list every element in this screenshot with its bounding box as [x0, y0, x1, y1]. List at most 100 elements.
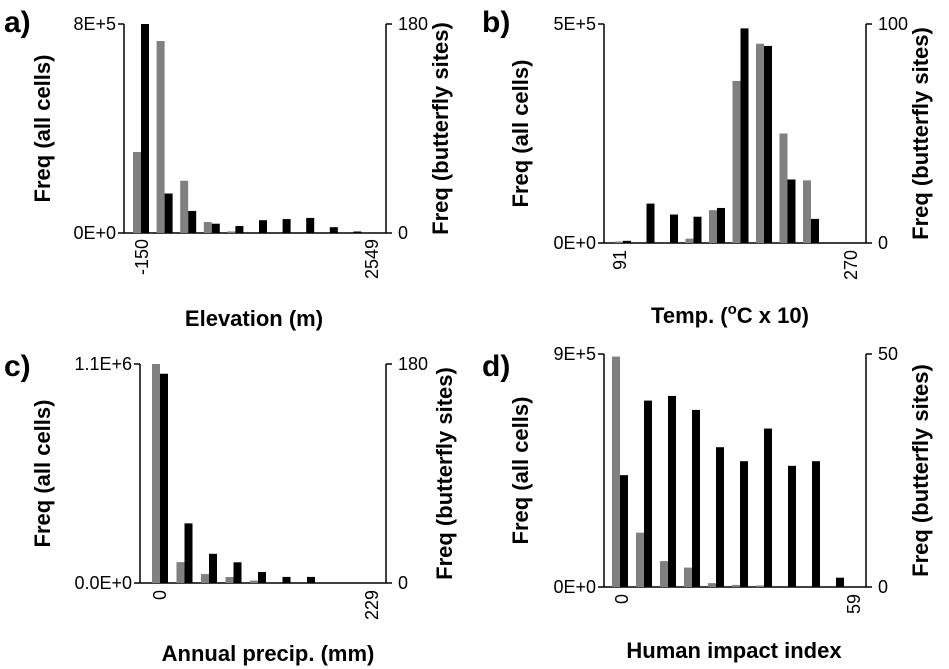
y2-tick-label-zero: 0	[398, 223, 408, 243]
all-cells-bar-4	[225, 577, 234, 583]
x-axis-title-superscript: o	[728, 301, 737, 318]
x-axis-title: Annual precip. (mm)	[162, 641, 375, 666]
butterfly-sites-bar-4	[233, 562, 242, 583]
all-cells-bar-6	[732, 80, 741, 243]
x-tick-label-first: 0	[612, 594, 632, 604]
all-cells-bar-5	[250, 580, 258, 583]
butterfly-sites-bar-7	[764, 45, 772, 244]
all-cells-bar-2	[636, 532, 644, 587]
butterfly-sites-bar-6	[259, 220, 267, 233]
butterfly-sites-bar-9	[329, 227, 338, 233]
panel-a: a) 8E+5 0E+0 180 0 -150 2549 Freq (all cells) Fr…	[4, 6, 453, 331]
y-axis-title: Freq (all cells)	[508, 60, 533, 208]
all-cells-bar-4	[203, 222, 212, 233]
panel-letter: a)	[4, 6, 31, 39]
butterfly-sites-bar-2	[164, 193, 173, 233]
y2-tick-label-zero: 0	[878, 577, 888, 597]
butterfly-sites-bar-3	[670, 214, 678, 243]
butterfly-sites-bar-6	[740, 461, 748, 587]
y-axis-title: Freq (all cells)	[30, 55, 55, 203]
all-cells-bar-3	[660, 561, 668, 587]
butterfly-sites-bar-5	[717, 207, 725, 243]
y-tick-label-max: 8E+5	[73, 14, 116, 34]
y2-tick-label-max: 180	[398, 14, 428, 34]
butterfly-sites-bar-9	[811, 218, 819, 243]
all-cells-bar-7	[756, 585, 764, 587]
butterfly-sites-bar-8	[306, 217, 315, 233]
butterfly-sites-bar-10	[836, 577, 844, 587]
x-tick-label-first: -150	[132, 239, 152, 275]
x-axis-title: Elevation (m)	[185, 306, 323, 331]
butterfly-sites-bar-1	[160, 373, 168, 583]
y2-tick-label-max: 50	[878, 344, 898, 364]
y-axis-title: Freq (all cells)	[508, 397, 533, 545]
y-axis-title: Freq (all cells)	[30, 400, 55, 548]
y2-tick-label-max: 180	[398, 354, 428, 374]
x-tick-label-first: 0	[150, 590, 170, 600]
panel-letter: b)	[482, 6, 510, 39]
all-cells-bar-5	[709, 210, 717, 243]
butterfly-sites-bar-1	[620, 475, 628, 587]
panel-b: b) 5E+5 0E+0 100 0 91 270 Freq (all cells) Freq …	[482, 6, 933, 328]
butterfly-sites-bar-4	[692, 409, 700, 587]
all-cells-bar-1	[612, 356, 620, 587]
all-cells-bar-8	[779, 133, 788, 243]
butterfly-sites-bar-2	[644, 400, 652, 587]
x-axis-title-rest: C x 10)	[737, 303, 809, 328]
butterfly-sites-bar-7	[764, 428, 772, 587]
panel-letter: d)	[482, 350, 510, 383]
y2-tick-label-zero: 0	[878, 233, 888, 253]
butterfly-sites-bar-4	[211, 223, 220, 233]
all-cells-bar-1	[615, 241, 623, 243]
butterfly-sites-bar-8	[788, 465, 796, 587]
butterfly-sites-bar-8	[787, 179, 796, 243]
butterfly-sites-bar-5	[258, 572, 266, 583]
butterfly-sites-bar-4	[693, 216, 702, 243]
all-cells-bar-6	[732, 584, 740, 587]
all-cells-bar-2	[176, 562, 185, 583]
butterfly-sites-bar-3	[188, 210, 197, 233]
butterfly-sites-bar-5	[716, 447, 724, 587]
y2-tick-label-zero: 0	[398, 573, 408, 593]
all-cells-bar-7	[756, 43, 764, 244]
butterfly-sites-bar-3	[668, 395, 676, 587]
butterfly-sites-bar-2	[184, 523, 193, 583]
all-cells-bar-1	[152, 364, 160, 583]
y-tick-label-max: 5E+5	[553, 14, 596, 34]
x-axis-title: Human impact index	[626, 638, 842, 663]
all-cells-bar-3	[180, 180, 189, 233]
butterfly-sites-bar-3	[209, 553, 217, 583]
x-tick-label-last: 2549	[362, 239, 382, 279]
butterfly-sites-bar-1	[623, 240, 631, 243]
butterfly-sites-bar-7	[282, 219, 291, 233]
y-tick-label-zero: 0.0E+0	[74, 573, 132, 593]
x-tick-label-last: 270	[841, 250, 861, 280]
x-tick-label-last: 59	[844, 594, 864, 614]
y-tick-label-max: 9E+5	[553, 344, 596, 364]
all-cells-bar-4	[684, 567, 692, 587]
y-tick-label-max: 1.1E+6	[74, 354, 132, 374]
all-cells-bar-2	[156, 40, 165, 234]
y2-axis-title: Freq (butterfly sites)	[432, 367, 457, 580]
panel-letter: c)	[4, 350, 31, 383]
all-cells-bar-3	[201, 574, 209, 583]
y-tick-label-zero: 0E+0	[73, 223, 116, 243]
butterfly-sites-bar-10	[353, 231, 362, 233]
y-tick-label-zero: 0E+0	[553, 577, 596, 597]
all-cells-bar-4	[685, 238, 694, 243]
butterfly-sites-bar-6	[740, 28, 749, 243]
x-tick-label-last: 229	[362, 590, 382, 620]
y2-tick-label-max: 100	[878, 14, 908, 34]
all-cells-bar-1	[133, 152, 141, 233]
butterfly-sites-bar-7	[307, 576, 315, 583]
panel-d: d) 9E+5 0E+0 50 0 0 59 Freq (all cells) Freq (bu…	[482, 344, 933, 663]
x-tick-label-first: 91	[610, 250, 630, 270]
butterfly-sites-bar-6	[282, 576, 291, 583]
y2-axis-title: Freq (butterfly sites)	[908, 364, 933, 577]
butterfly-sites-bar-9	[812, 461, 820, 587]
all-cells-bar-5	[227, 231, 236, 233]
butterfly-sites-bar-5	[235, 226, 244, 233]
butterfly-sites-bar-1	[141, 24, 149, 233]
panel-c: c) 1.1E+6 0.0E+0 180 0 0 229 Freq (all cells) Fr…	[4, 350, 457, 666]
